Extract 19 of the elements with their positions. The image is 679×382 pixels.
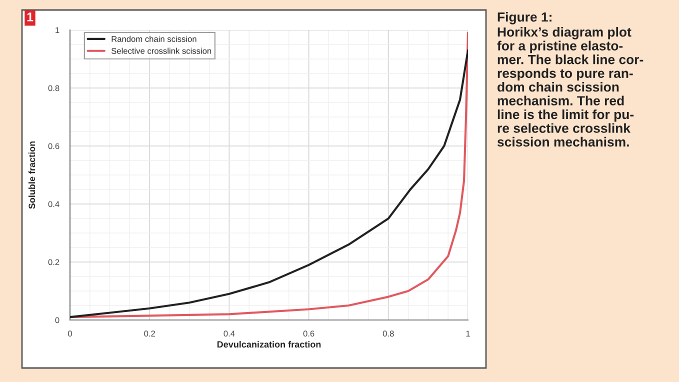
text: Horikx’s diagram plot for a pristine elasto- mer. The black line cor- responds to pure ran- dom chain scission mechanism. The red line is the limit for pu- re selective crosslink scission mechanism.: [497, 27, 644, 147]
y-tick-label: 1: [56, 27, 60, 34]
x-tick-label: 0: [68, 330, 72, 337]
y-axis-title: Soluble fraction: [28, 141, 36, 209]
y-tick-label: 0.4: [48, 201, 60, 208]
x-tick-label: 0.2: [144, 330, 155, 337]
y-tick-label: 0: [55, 317, 60, 324]
y-tick-label: 0.8: [48, 85, 60, 92]
x-tick-label: 0.6: [303, 330, 314, 337]
x-tick-label: 0.8: [382, 330, 394, 337]
y-tick-label: 0.6: [48, 143, 60, 150]
legend-label: Selective crosslink scission: [111, 48, 212, 54]
caption: Figure 1:: [498, 12, 552, 24]
text: 1: [27, 12, 34, 22]
x-axis-title: Devulcanization fraction: [217, 340, 321, 348]
x-tick-label: 1: [466, 330, 470, 336]
x-tick-label: 0.4: [224, 330, 235, 337]
y-tick-label: 0.2: [48, 259, 60, 266]
legend-label: Random chain scission: [112, 36, 196, 42]
